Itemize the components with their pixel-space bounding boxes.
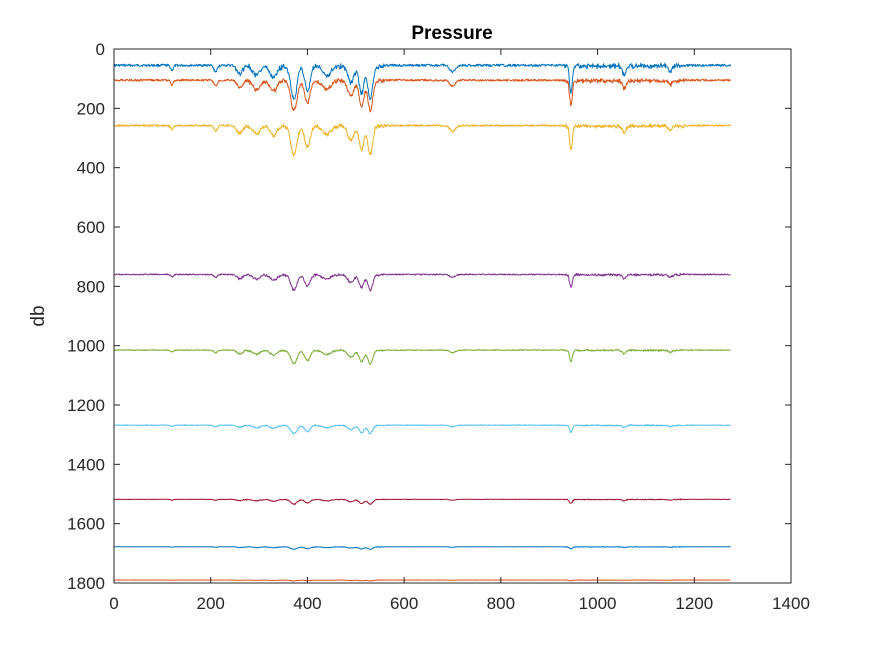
x-tick-label: 800: [487, 594, 515, 613]
x-tick-label: 200: [197, 594, 225, 613]
y-tick-label: 1200: [67, 396, 105, 415]
x-tick-label: 600: [390, 594, 418, 613]
chart-title: Pressure: [411, 23, 492, 44]
y-tick-label: 1800: [67, 574, 105, 593]
y-tick-label: 400: [77, 159, 105, 178]
x-tick-label: 1000: [579, 594, 617, 613]
series-line: [113, 498, 731, 505]
x-axis: 0 200 400 600 800 1000 1200 1400: [109, 49, 810, 613]
plot-frame: [113, 48, 792, 584]
x-tick-label: 1200: [675, 594, 713, 613]
series-layer: [113, 62, 732, 582]
y-axis: 0 200 400 600 800 1000 1200 1400 1600 1800: [67, 40, 791, 593]
series-line: [113, 123, 732, 157]
x-tick-label: 1400: [772, 594, 810, 613]
series-line: [113, 272, 731, 292]
y-tick-label: 200: [77, 99, 105, 118]
x-tick-label: 0: [109, 594, 118, 613]
series-line: [114, 546, 731, 550]
y-tick-label: 1400: [67, 455, 105, 474]
y-tick-label: 800: [77, 277, 105, 296]
series-line: [113, 77, 731, 113]
y-tick-label: 1000: [67, 337, 105, 356]
y-axis-label: db: [28, 305, 49, 326]
series-line: [113, 424, 731, 435]
x-tick-label: 400: [293, 594, 321, 613]
y-tick-label: 1600: [67, 515, 105, 534]
series-line: [113, 348, 731, 365]
y-tick-label: 600: [77, 218, 105, 237]
series-line: [114, 579, 731, 582]
series-line: [113, 62, 732, 100]
y-tick-label: 0: [96, 40, 105, 59]
